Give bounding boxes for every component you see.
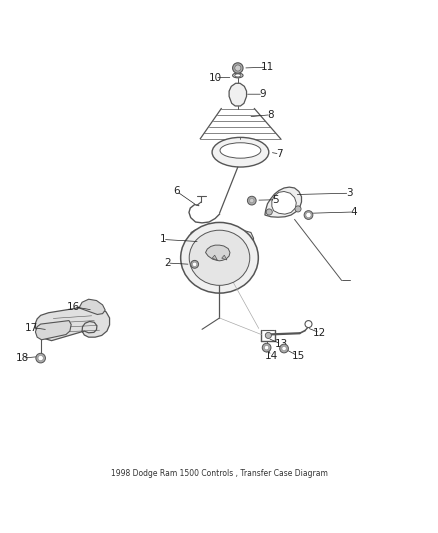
Polygon shape [35,320,71,340]
Polygon shape [205,245,230,261]
Text: 15: 15 [291,351,304,361]
Polygon shape [264,187,301,217]
Text: 6: 6 [173,187,180,197]
Text: 5: 5 [272,195,278,205]
Circle shape [304,320,311,328]
Ellipse shape [232,73,243,78]
Circle shape [190,261,198,268]
Polygon shape [229,83,246,106]
Circle shape [261,343,270,352]
Text: 1: 1 [159,235,166,245]
Circle shape [234,65,240,71]
Polygon shape [221,255,226,260]
Circle shape [38,356,43,361]
Ellipse shape [219,143,260,158]
Text: 11: 11 [260,62,273,72]
Text: 18: 18 [16,353,29,363]
Circle shape [192,262,196,266]
Text: 7: 7 [276,149,283,159]
Text: 16: 16 [67,302,80,312]
Circle shape [265,209,272,215]
Polygon shape [189,230,253,272]
Circle shape [304,211,312,220]
Ellipse shape [189,230,249,285]
Circle shape [281,346,286,351]
Ellipse shape [234,74,240,77]
Polygon shape [271,191,296,214]
Circle shape [294,206,300,212]
Text: 14: 14 [264,351,277,361]
Circle shape [279,344,288,353]
Polygon shape [79,299,105,314]
Text: 1998 Dodge Ram 1500 Controls , Transfer Case Diagram: 1998 Dodge Ram 1500 Controls , Transfer … [111,469,327,478]
Text: 13: 13 [274,339,287,349]
Circle shape [265,333,271,338]
Polygon shape [35,306,110,341]
Text: 4: 4 [350,207,357,217]
Text: 9: 9 [259,89,266,99]
Text: 3: 3 [346,188,352,198]
Circle shape [36,353,46,363]
Text: 8: 8 [267,110,274,120]
Text: 10: 10 [208,72,221,83]
Ellipse shape [180,222,258,293]
Circle shape [264,345,268,350]
Polygon shape [212,255,217,260]
Circle shape [249,198,254,203]
Ellipse shape [212,138,268,167]
Circle shape [305,213,311,217]
Circle shape [247,196,255,205]
Text: 12: 12 [312,328,326,338]
Text: 17: 17 [25,322,39,333]
Text: 2: 2 [163,258,170,268]
Circle shape [232,63,243,73]
